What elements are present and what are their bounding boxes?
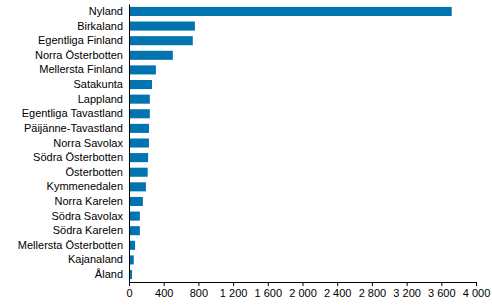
x-tick: 1 200: [220, 282, 248, 299]
y-tick-label: Nyland: [89, 5, 123, 17]
bar: [129, 153, 148, 162]
x-tick-label: 1 200: [220, 287, 248, 299]
y-tick-label: Satakunta: [73, 78, 123, 90]
x-axis: 0 400 800 1 200 1 600 2 000 2 400 2 800 3 200 3 6…: [126, 282, 490, 299]
bars: [129, 7, 452, 279]
y-tick: Egentliga Finland: [38, 34, 129, 46]
bar: [129, 226, 140, 235]
x-tick: 2 800: [359, 282, 387, 299]
bar: [129, 168, 148, 177]
y-tick: Egentliga Tavastland: [22, 107, 129, 119]
bar: [129, 22, 195, 31]
x-tick-label: 4 000: [463, 287, 491, 299]
y-tick-label: Egentliga Tavastland: [22, 107, 123, 119]
y-tick-label: Åland: [95, 268, 123, 280]
y-tick: Lappland: [78, 93, 129, 105]
y-tick-label: Birkaland: [77, 20, 123, 32]
x-tick-mark: [407, 282, 408, 286]
x-tick: 0: [126, 282, 132, 299]
x-tick: 4 000: [463, 282, 491, 299]
x-tick-mark: [129, 282, 130, 286]
x-tick: 3 200: [393, 282, 421, 299]
x-tick: 800: [190, 282, 208, 299]
x-tick-mark: [198, 282, 199, 286]
x-tick-label: 2 000: [289, 287, 317, 299]
x-tick-mark: [337, 282, 338, 286]
y-tick: Mellersta Österbotten: [18, 239, 129, 251]
plot: 0 400 800 1 200 1 600 2 000 2 400 2 800 3 200 3 6…: [18, 5, 490, 299]
bar: [129, 95, 150, 104]
x-tick-mark: [233, 282, 234, 286]
y-tick: Södra Savolax: [51, 210, 129, 222]
bar: [129, 182, 146, 191]
y-tick-label: Mellersta Finland: [39, 63, 123, 75]
y-tick-label: Lappland: [78, 93, 123, 105]
bar: [129, 197, 143, 206]
x-tick-mark: [303, 282, 304, 286]
y-tick: Norra Österbotten: [35, 49, 129, 61]
x-tick-label: 1 600: [255, 287, 283, 299]
y-tick: Birkaland: [77, 20, 129, 32]
y-tick: Kajanaland: [68, 253, 129, 265]
y-tick-label: Norra Karelen: [55, 195, 123, 207]
x-tick-label: 3 600: [428, 287, 456, 299]
x-tick-label: 0: [126, 287, 132, 299]
x-tick-label: 3 200: [393, 287, 421, 299]
y-tick-label: Norra Savolax: [53, 137, 123, 149]
bar: [129, 7, 452, 16]
y-tick: Päijänne-Tavastland: [24, 122, 129, 134]
x-tick: 3 600: [428, 282, 456, 299]
bar: [129, 51, 173, 60]
y-axis: Nyland Birkaland Egentliga Finland Norra Ös…: [18, 5, 130, 283]
y-tick-label: Södra Österbotten: [33, 151, 123, 163]
y-tick-label: Egentliga Finland: [38, 34, 123, 46]
x-tick-mark: [476, 282, 477, 286]
y-tick-label: Södra Karelen: [53, 224, 123, 236]
y-tick: Nyland: [89, 5, 129, 17]
y-tick: Österbotten: [66, 166, 129, 178]
bar: [129, 80, 152, 89]
bar: [129, 109, 150, 118]
x-tick-label: 2 800: [359, 287, 387, 299]
bar: [129, 138, 149, 147]
x-tick-mark: [372, 282, 373, 286]
bar: [129, 36, 193, 45]
bar: [129, 212, 140, 221]
x-tick: 2 400: [324, 282, 352, 299]
x-tick-label: 800: [190, 287, 208, 299]
y-tick: Södra Karelen: [53, 224, 129, 236]
x-axis-line: [130, 283, 477, 287]
y-tick: Åland: [95, 268, 129, 280]
x-tick-mark: [441, 282, 442, 286]
y-tick-label: Norra Österbotten: [35, 49, 123, 61]
chart: 0 400 800 1 200 1 600 2 000 2 400 2 800 3 200 3 6…: [0, 0, 492, 308]
bar: [129, 124, 149, 133]
y-tick: Norra Karelen: [55, 195, 129, 207]
y-tick-label: Mellersta Österbotten: [18, 239, 123, 251]
y-tick-label: Österbotten: [66, 166, 123, 178]
x-tick-mark: [164, 282, 165, 286]
bar: [129, 65, 156, 74]
x-tick-label: 400: [155, 287, 173, 299]
y-tick: Kymmenedalen: [47, 180, 129, 192]
y-tick-label: Södra Savolax: [51, 210, 123, 222]
y-tick: Satakunta: [73, 78, 129, 90]
y-axis-line: [129, 5, 130, 283]
x-tick-label: 2 400: [324, 287, 352, 299]
y-tick-label: Päijänne-Tavastland: [24, 122, 123, 134]
x-tick: 2 000: [289, 282, 317, 299]
y-tick-label: Kymmenedalen: [47, 180, 123, 192]
x-tick: 400: [155, 282, 173, 299]
x-tick-mark: [268, 282, 269, 286]
y-tick-label: Kajanaland: [68, 253, 123, 265]
y-tick: Södra Österbotten: [33, 151, 129, 163]
x-tick: 1 600: [255, 282, 283, 299]
y-tick: Mellersta Finland: [39, 63, 129, 75]
y-tick: Norra Savolax: [53, 137, 129, 149]
